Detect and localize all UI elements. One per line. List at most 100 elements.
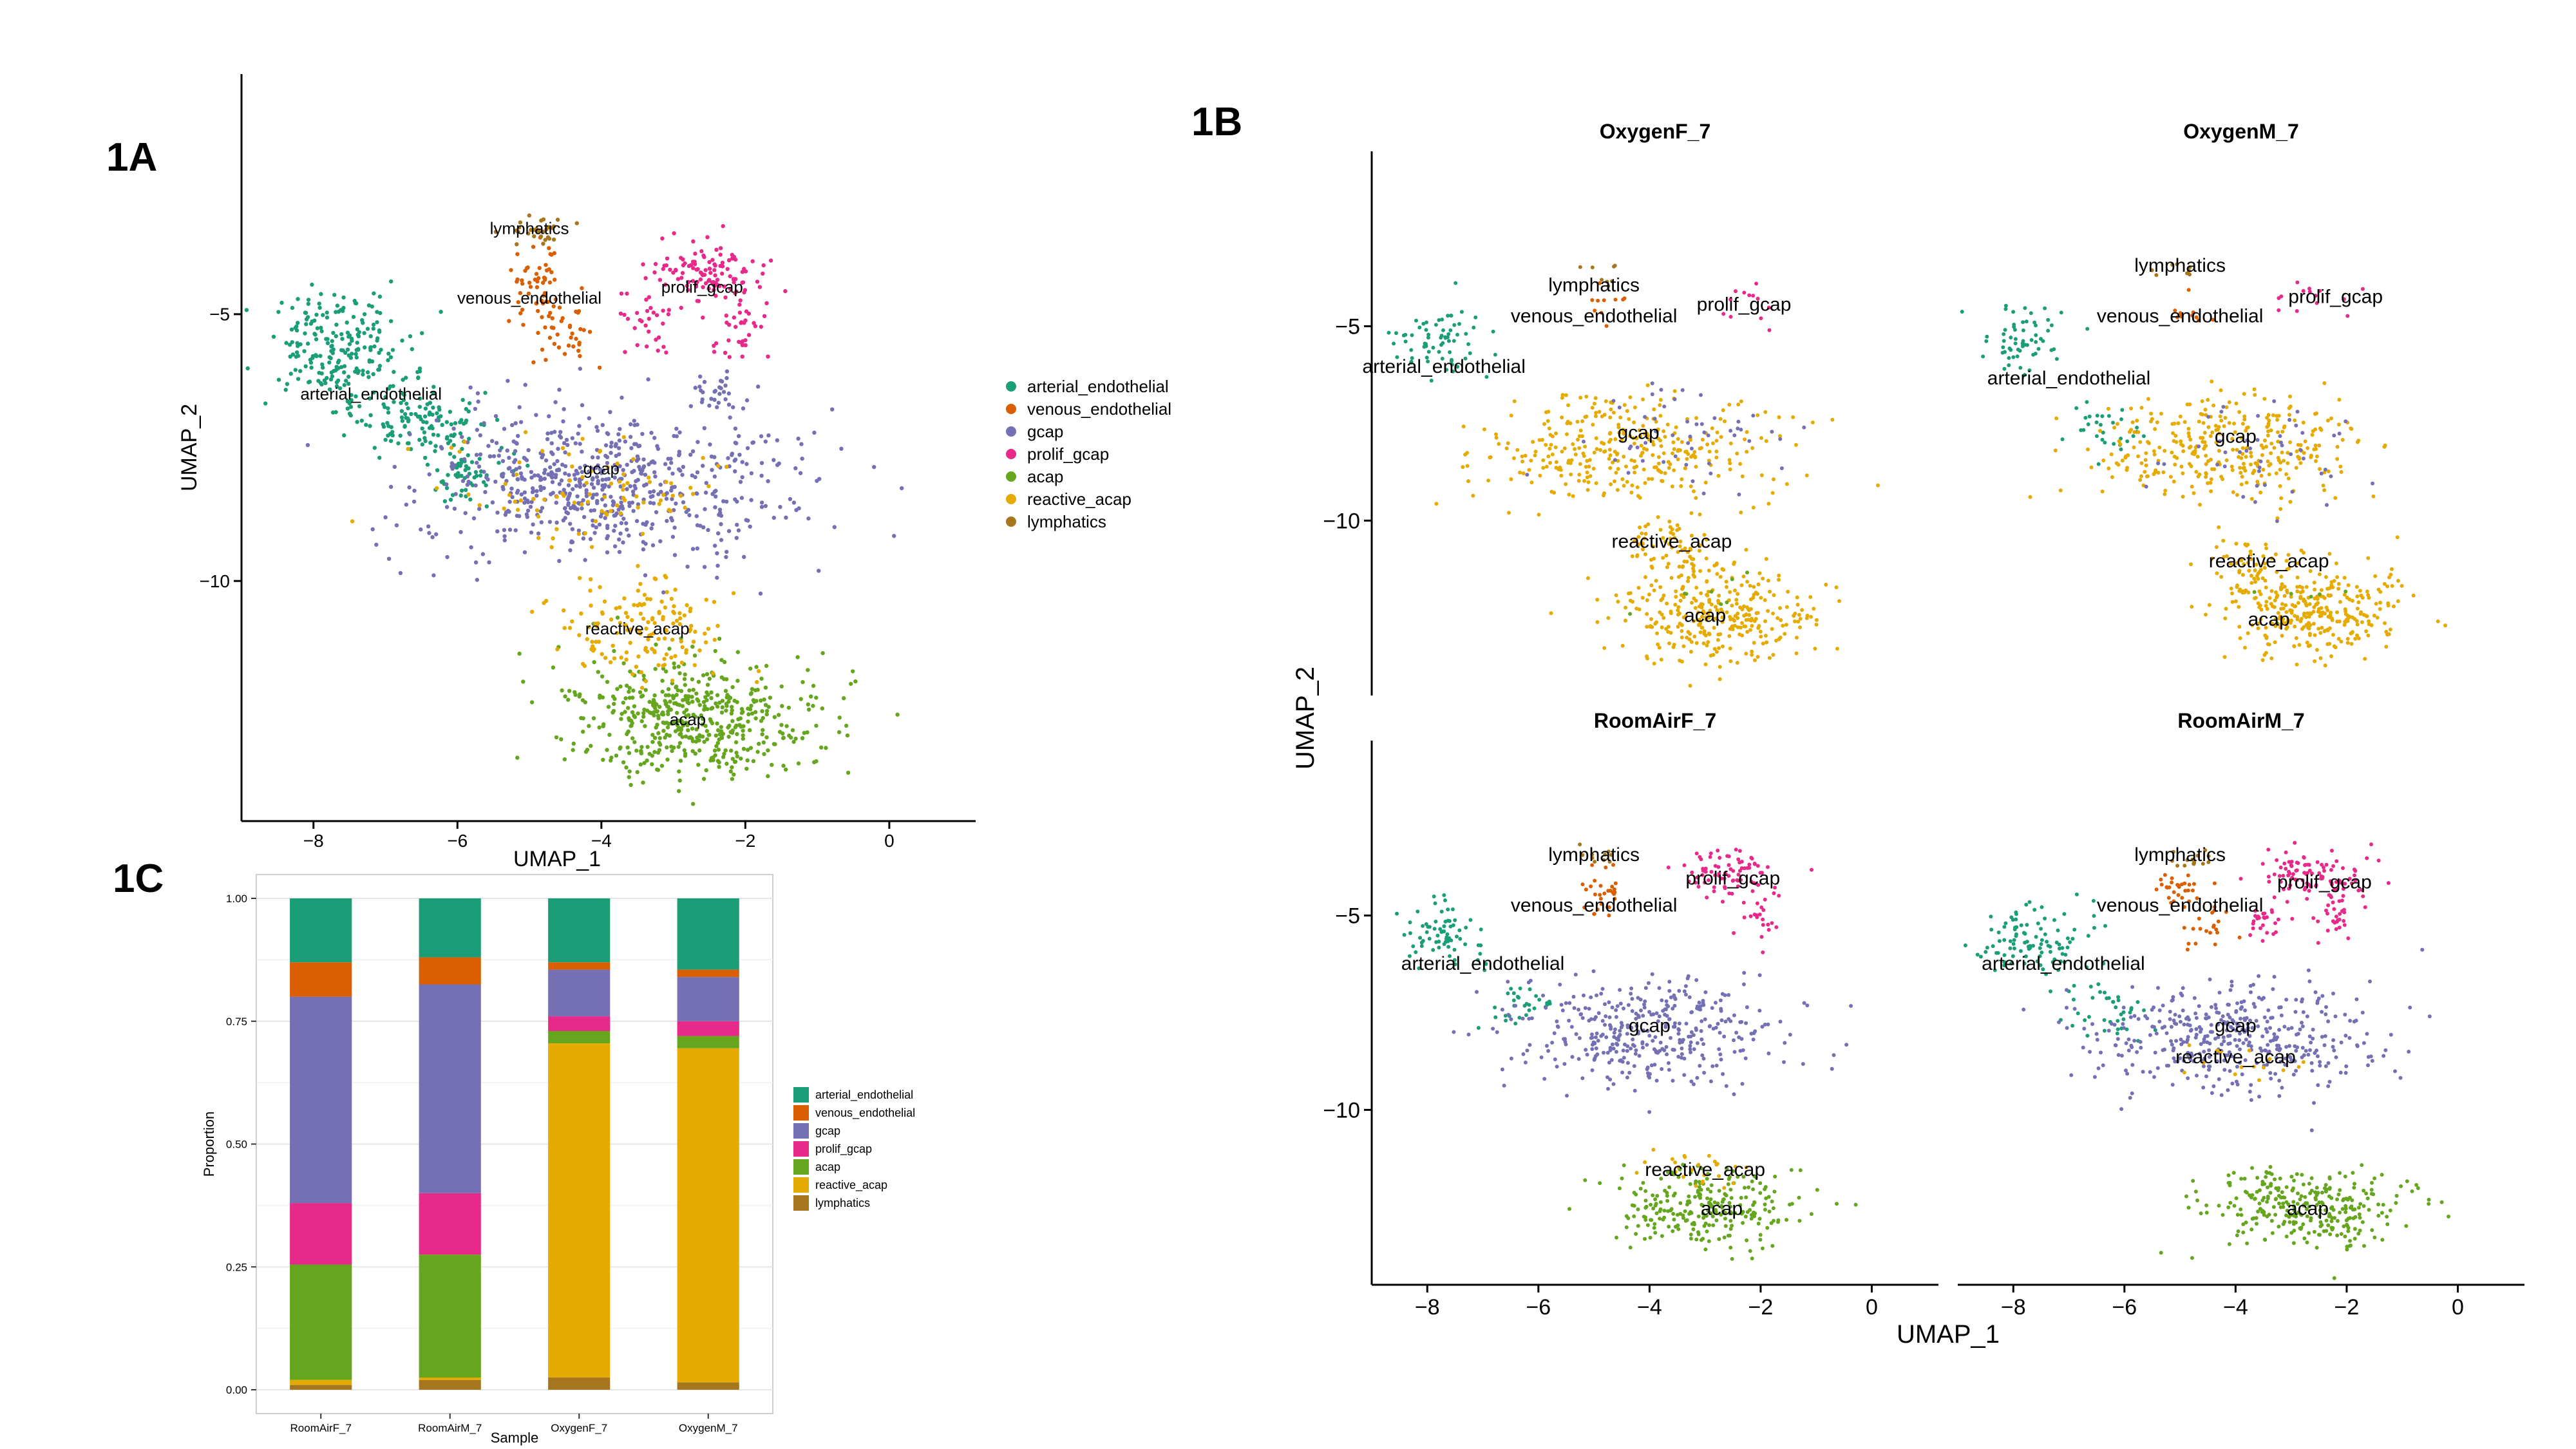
umap-point — [657, 502, 661, 506]
umap-point — [2230, 600, 2235, 604]
umap-point — [1685, 419, 1690, 424]
umap-point — [1643, 440, 1648, 445]
umap-point — [621, 435, 626, 439]
umap-point — [2213, 424, 2218, 428]
umap-point — [2362, 612, 2366, 617]
umap-point — [577, 341, 582, 345]
umap-point — [1613, 896, 1617, 901]
umap-point — [1744, 1195, 1748, 1200]
umap-point — [1619, 1025, 1624, 1030]
umap-point — [1748, 607, 1753, 611]
umap-point — [1604, 399, 1608, 403]
umap-point — [637, 444, 642, 448]
umap-point — [1482, 968, 1487, 972]
umap-point — [741, 736, 746, 741]
umap-point — [732, 315, 737, 320]
umap-point — [1394, 331, 1398, 336]
umap-point — [2172, 455, 2177, 459]
umap-point — [705, 683, 710, 687]
umap-point — [2242, 562, 2246, 566]
umap-point — [529, 475, 534, 480]
umap-point — [399, 415, 404, 420]
umap-point — [1638, 1186, 1643, 1191]
umap-point — [2138, 440, 2143, 444]
umap-point — [2286, 477, 2291, 480]
umap-point — [1994, 951, 1999, 955]
umap-point — [666, 312, 671, 317]
umap-point — [2152, 449, 2156, 453]
umap-point — [655, 444, 659, 448]
umap-point — [618, 531, 623, 536]
umap-point — [617, 537, 621, 542]
umap-point — [2188, 444, 2193, 449]
umap-point — [1715, 430, 1719, 435]
umap-point — [442, 499, 448, 504]
umap-point — [513, 449, 518, 453]
umap-point — [1796, 620, 1801, 624]
umap-point — [1742, 624, 1747, 629]
umap-point — [2356, 636, 2361, 641]
umap-point — [518, 471, 524, 476]
umap-point — [772, 515, 777, 520]
umap-point — [1633, 405, 1637, 410]
umap-point — [2101, 430, 2105, 435]
umap-point — [519, 492, 524, 497]
umap-point — [366, 303, 372, 308]
umap-point — [517, 225, 522, 230]
umap-point — [744, 462, 749, 466]
umap-point — [494, 440, 499, 445]
umap-point — [2275, 516, 2280, 520]
umap-point — [1564, 393, 1568, 397]
umap-point — [1506, 991, 1510, 996]
umap-point — [2289, 594, 2293, 599]
umap-point — [2266, 429, 2270, 433]
umap-point — [2002, 963, 2007, 968]
umap-point — [2009, 336, 2013, 340]
umap-point — [2187, 269, 2191, 273]
umap-point — [1433, 901, 1437, 905]
umap-point — [714, 744, 719, 748]
umap-point — [1525, 473, 1530, 477]
umap-point — [295, 350, 299, 355]
umap-point — [1680, 477, 1684, 482]
umap-point — [679, 256, 683, 260]
umap-point — [1709, 471, 1713, 476]
umap-point — [2294, 423, 2298, 428]
umap-point — [514, 467, 518, 471]
umap-point — [1785, 482, 1789, 486]
umap-point — [806, 707, 811, 712]
umap-point — [450, 466, 455, 471]
umap-point — [412, 499, 417, 504]
umap-point — [720, 260, 725, 265]
umap-point — [628, 435, 633, 439]
umap-point — [1577, 478, 1581, 483]
umap-point — [1707, 459, 1711, 463]
umap-point — [1613, 479, 1616, 484]
umap-point — [647, 480, 652, 484]
umap-point — [1742, 915, 1747, 920]
umap-point — [356, 347, 361, 352]
umap-point — [1805, 1003, 1810, 1008]
umap-point — [2329, 654, 2333, 658]
umap-point — [702, 739, 706, 744]
umap-point — [1733, 588, 1737, 592]
umap-point — [622, 312, 627, 317]
umap-point — [547, 267, 551, 272]
umap-point — [2313, 427, 2318, 431]
umap-point — [739, 706, 744, 712]
umap-point — [709, 696, 714, 701]
umap-point — [1750, 1256, 1754, 1261]
umap-point — [2289, 609, 2294, 613]
umap-point — [652, 750, 657, 754]
umap-point — [892, 534, 896, 538]
umap-point — [1658, 585, 1663, 589]
umap-point — [1685, 550, 1690, 554]
umap-point — [532, 234, 536, 239]
umap-point — [1674, 589, 1678, 594]
umap-point — [650, 753, 654, 758]
umap-point — [453, 421, 458, 426]
umap-point — [2208, 434, 2213, 439]
umap-point — [706, 627, 711, 631]
umap-point — [1761, 576, 1765, 581]
umap-point — [1616, 467, 1620, 471]
